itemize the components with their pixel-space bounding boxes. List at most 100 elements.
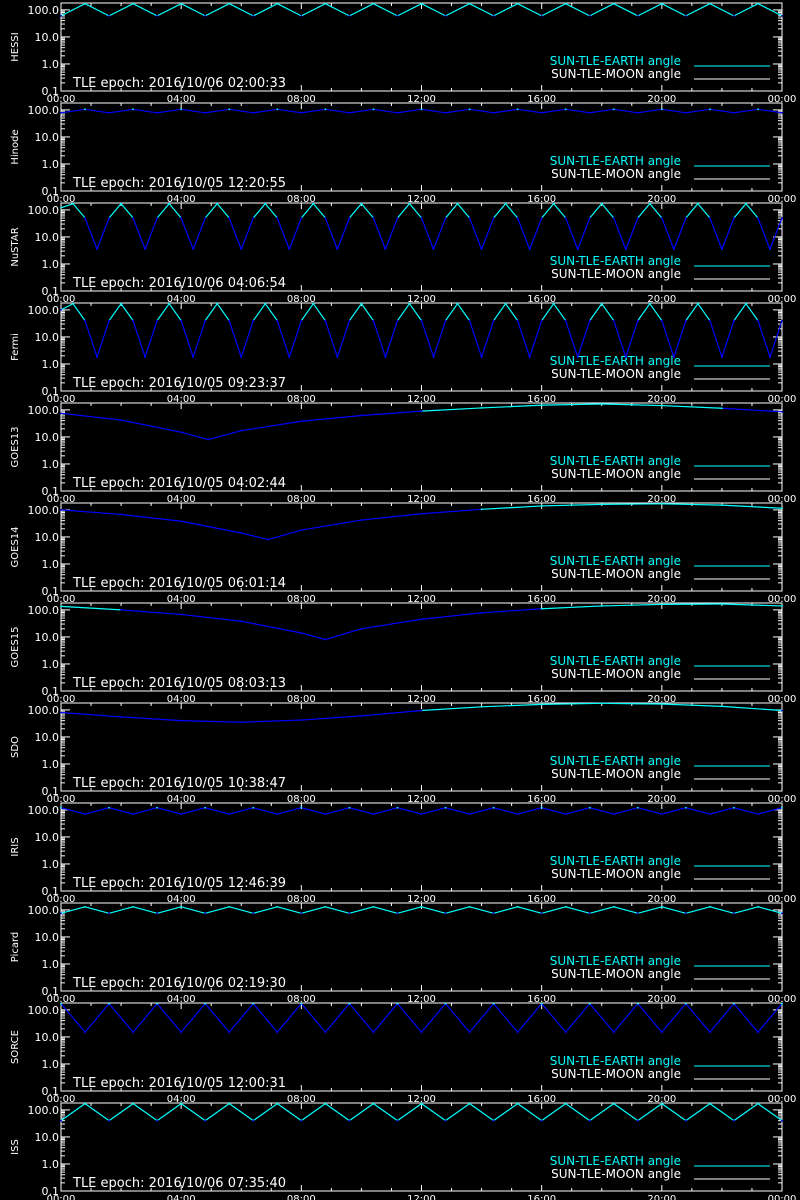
data-point (300, 111, 303, 114)
y-tick-label: 100.0 (28, 804, 60, 817)
data-point (132, 217, 135, 219)
x-tick-label: 12:00 (407, 894, 436, 905)
data-point (324, 1102, 327, 1105)
data-point (60, 806, 62, 809)
series-segment (565, 807, 591, 815)
series-segment (444, 906, 471, 914)
series-segment (420, 407, 483, 412)
data-point (336, 356, 339, 358)
data-point (660, 217, 663, 219)
x-tick-label: 16:00 (527, 294, 556, 305)
data-point (420, 709, 423, 712)
series-segment (108, 906, 134, 914)
series-segment (300, 414, 363, 422)
data-point (84, 813, 86, 815)
data-point (636, 111, 639, 114)
data-point (492, 912, 495, 915)
data-point (588, 1002, 591, 1005)
data-point (228, 905, 231, 908)
series-segment (228, 108, 254, 114)
data-point (420, 512, 423, 515)
series-segment (300, 108, 326, 114)
series-segment (192, 217, 206, 250)
series-segment (661, 108, 687, 114)
data-point (600, 605, 603, 607)
y-tick-label: 0.1 (42, 285, 60, 298)
data-point (540, 505, 543, 507)
series-segment (480, 217, 495, 250)
series-segment (180, 720, 242, 723)
data-point (60, 14, 62, 17)
data-point (348, 912, 351, 915)
series-segment (420, 108, 447, 114)
tle-epoch-label: TLE epoch: 2016/10/05 12:00:31 (72, 1076, 286, 1091)
data-point (781, 709, 783, 712)
data-point (781, 1119, 783, 1122)
data-point (733, 1119, 735, 1122)
legend-moon-label: SUN-TLE-MOON angle (551, 967, 681, 981)
data-point (564, 319, 567, 322)
data-point (420, 618, 423, 621)
series-segment (156, 203, 170, 219)
x-tick-label: 16:00 (527, 494, 556, 505)
data-point (60, 1002, 62, 1005)
series-segment (372, 1003, 399, 1033)
series-segment (493, 1003, 519, 1033)
legend-moon-label: SUN-TLE-MOON angle (551, 167, 681, 181)
series-segment (240, 320, 254, 358)
series-segment (589, 906, 615, 914)
series-segment (132, 807, 158, 815)
data-point (444, 319, 447, 322)
x-tick-label: 04:00 (167, 594, 196, 605)
series-segment (613, 3, 639, 17)
data-point (781, 605, 783, 607)
data-point (636, 1119, 639, 1122)
series-segment (541, 403, 603, 406)
series-segment (360, 618, 423, 630)
data-point (612, 813, 615, 815)
legend-moon-label: SUN-TLE-MOON angle (551, 667, 681, 681)
data-point (180, 2, 183, 5)
series-segment (300, 807, 326, 815)
series-segment (637, 906, 663, 914)
data-point (228, 1102, 231, 1105)
data-point (252, 1119, 255, 1122)
series-segment (709, 1003, 735, 1033)
data-point (276, 1031, 279, 1034)
data-point (180, 1102, 183, 1105)
series-segment (228, 217, 242, 250)
y-tick-label: 0.1 (42, 885, 60, 898)
y-tick-label: 10.0 (35, 1131, 60, 1144)
y-tick-label: 10.0 (35, 431, 60, 444)
series-segment (517, 320, 531, 358)
y-tick-label: 1.0 (42, 558, 60, 571)
data-point (540, 607, 543, 610)
data-point (300, 632, 303, 634)
series-segment (444, 1003, 471, 1033)
data-point (552, 202, 555, 205)
series-segment (180, 217, 194, 250)
panel-picard: 0.1 1.0 10.0 100.0 00:00 04:00 08:00 12:00 16:00… (10, 902, 796, 1005)
data-point (721, 603, 723, 605)
y-tick-label: 100.0 (28, 1104, 60, 1117)
series-segment (661, 217, 675, 250)
x-tick-label: 00:00 (47, 694, 76, 705)
data-point (468, 1031, 471, 1034)
series-segment (300, 303, 314, 322)
data-point (540, 404, 543, 407)
data-point (696, 202, 699, 205)
data-point (252, 806, 255, 809)
data-point (180, 813, 183, 815)
data-point (276, 319, 279, 322)
series-segment (180, 431, 209, 441)
series-segment (553, 203, 567, 219)
data-point (372, 905, 375, 908)
legend-earth-label: SUN-TLE-EARTH angle (550, 54, 681, 68)
series-segment (468, 3, 495, 17)
data-point (564, 1031, 567, 1034)
data-point (120, 202, 122, 205)
x-tick-label: 16:00 (527, 694, 556, 705)
data-point (288, 248, 291, 251)
data-point (192, 248, 195, 251)
data-point (156, 806, 159, 809)
